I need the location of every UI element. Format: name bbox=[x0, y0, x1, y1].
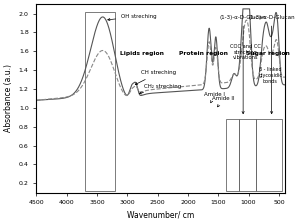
Y-axis label: Absorbance (a.u.): Absorbance (a.u.) bbox=[4, 65, 13, 132]
Text: OH streching: OH streching bbox=[108, 14, 157, 21]
Text: Protein region: Protein region bbox=[178, 51, 228, 56]
Text: Amide I: Amide I bbox=[204, 92, 225, 103]
Text: Sugar region: Sugar region bbox=[246, 51, 290, 56]
Text: CH₂ streching: CH₂ streching bbox=[140, 84, 182, 94]
Text: COC and CC
streching
vibrations: COC and CC streching vibrations bbox=[230, 44, 261, 60]
Text: (1-3)-α-D-Glucan: (1-3)-α-D-Glucan bbox=[220, 15, 266, 114]
Text: (1-3)-α-D-Glucan: (1-3)-α-D-Glucan bbox=[248, 15, 295, 114]
Text: Lipids region: Lipids region bbox=[120, 51, 164, 56]
Text: β - linked
glycosidic
bonds: β - linked glycosidic bonds bbox=[258, 67, 282, 84]
X-axis label: Wavenumber/ cm: Wavenumber/ cm bbox=[127, 211, 194, 220]
Text: Amide II: Amide II bbox=[212, 96, 235, 107]
Text: CH streching: CH streching bbox=[135, 71, 176, 84]
